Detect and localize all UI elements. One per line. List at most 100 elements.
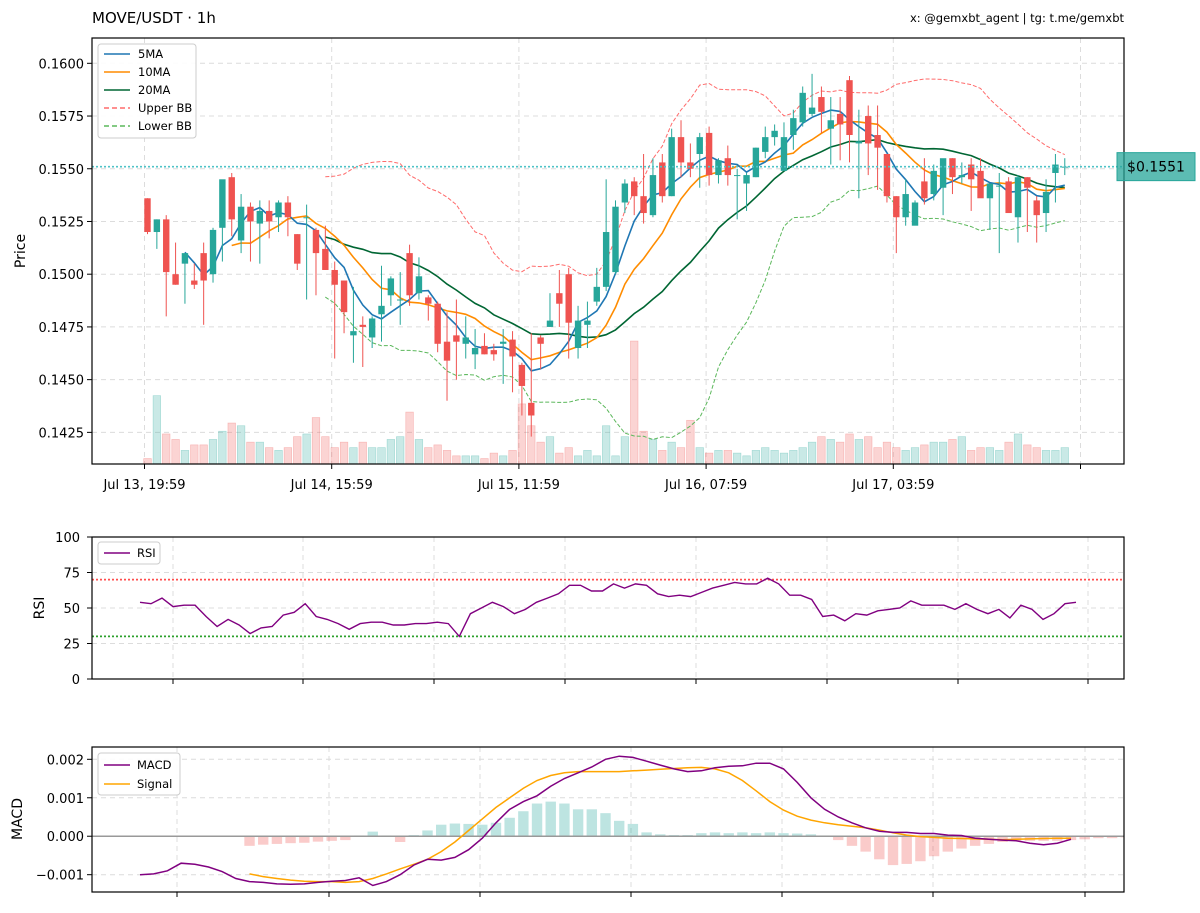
macd-histogram-bar: [915, 836, 926, 862]
macd-histogram-bar: [627, 823, 639, 837]
candle-body: [593, 286, 600, 302]
macd-histogram-bar: [1175, 836, 1185, 837]
candle-body: [340, 280, 348, 313]
candle-body: [715, 160, 722, 176]
candle-body: [209, 229, 217, 275]
candle-body: [1033, 200, 1040, 216]
macd-histogram-bar: [271, 836, 283, 844]
candle-body: [397, 299, 404, 301]
volume-bar: [424, 447, 433, 464]
lower-bb-line: [325, 185, 1065, 441]
macd-histogram-bar: [928, 836, 940, 857]
macd-histogram-bar: [477, 824, 488, 837]
macd-histogram-bar: [1106, 836, 1118, 839]
rsi-y-tick-label: 75: [63, 567, 80, 582]
macd-histogram-bar: [1093, 836, 1104, 839]
price-frame: [91, 37, 1125, 465]
macd-histogram-bar: [572, 809, 584, 837]
volume-bar: [910, 447, 920, 464]
legend-label-10ma: 10MA: [138, 65, 171, 79]
candle-body: [668, 137, 675, 197]
volume-bar: [920, 444, 929, 464]
candle-body: [453, 335, 460, 342]
macd-axis-label: MACD: [10, 798, 26, 840]
candle-body: [406, 253, 413, 296]
macd-histogram-bar: [436, 824, 447, 837]
volume-bar: [676, 447, 686, 464]
volume-bar: [265, 447, 274, 464]
volume-bar: [658, 450, 667, 464]
candle-body: [191, 280, 198, 285]
volume-bar: [976, 447, 985, 464]
macd-histogram-bar: [1148, 836, 1158, 839]
volume-bar: [255, 441, 264, 464]
candle-body: [1042, 191, 1050, 214]
legend-label-5ma: 5MA: [138, 47, 163, 61]
candle-body: [537, 337, 544, 344]
volume-bar: [302, 433, 311, 464]
candle-body: [425, 297, 432, 304]
volume-bar: [704, 452, 714, 464]
volume-bar: [1013, 433, 1023, 464]
chart-title: MOVE/USDT · 1h: [92, 9, 216, 27]
candle-body: [649, 175, 657, 216]
candle-body: [893, 196, 900, 218]
macd-histogram-bar: [641, 832, 652, 837]
macd-histogram-bar: [833, 836, 844, 841]
candle-body: [874, 135, 881, 148]
candle-body: [827, 120, 834, 129]
candle-body: [247, 206, 254, 222]
price-x-tick-label: Jul 13, 19:59: [102, 478, 185, 493]
macd-histogram-bar: [956, 836, 967, 849]
volume-bar: [152, 395, 161, 464]
candle-body: [462, 337, 469, 344]
volume-bar: [826, 439, 835, 464]
macd-histogram-bar: [750, 833, 762, 837]
macd-histogram-bar: [983, 836, 995, 844]
current-price-tag: $0.1551: [1116, 152, 1196, 182]
macd-histogram-bar: [559, 803, 570, 837]
volume-bar: [480, 458, 489, 464]
candle-body: [659, 162, 666, 197]
volume-bar: [171, 439, 180, 464]
macd-histogram-bar: [942, 836, 953, 852]
volume-bar: [368, 447, 377, 464]
price-legend-box: [97, 43, 197, 139]
ma20-line: [325, 138, 1065, 339]
volume-bar: [218, 430, 227, 464]
price-x-ticks: Jul 13, 19:59 Jul 14, 15:59 Jul 15, 11:59 J…: [102, 464, 1081, 493]
legend-label-signal: Signal: [137, 777, 172, 791]
rsi-series-line: [139, 577, 1077, 638]
volume-bar: [321, 436, 330, 464]
candle-body: [958, 175, 966, 178]
candle-body: [490, 350, 498, 355]
candle-body: [602, 232, 610, 287]
price-tag-text: $0.1551: [1127, 160, 1185, 176]
macd-histogram-bar: [791, 833, 803, 837]
candle-body: [883, 153, 891, 197]
volume-bar: [667, 441, 676, 464]
macd-y-tick-label: 0.001: [47, 792, 84, 807]
rsi-line: [139, 577, 1077, 638]
candle-body: [911, 202, 919, 226]
volume-bar: [162, 433, 171, 464]
price-x-tick-label: Jul 16, 07:59: [664, 478, 747, 493]
volume-bar: [564, 447, 573, 464]
macd-histogram-bar: [518, 811, 529, 837]
candle-body: [331, 269, 338, 285]
volume-bar: [817, 436, 826, 464]
ma10-line: [231, 120, 1065, 361]
macd-histogram-bar: [1011, 836, 1022, 841]
candle-body: [724, 158, 732, 176]
candle-body: [228, 177, 235, 220]
macd-histogram-bar: [299, 836, 310, 843]
candle-body: [172, 274, 179, 285]
candle-body: [836, 113, 844, 125]
volume-bar: [1023, 444, 1032, 464]
volume-bar: [227, 422, 236, 464]
volume-bar: [845, 433, 854, 464]
volume-bar: [545, 436, 555, 464]
macd-y-ticks: −0.001 0.000 0.001 0.002: [36, 753, 92, 884]
volume-bar: [489, 452, 498, 464]
volume-bar: [349, 447, 358, 464]
